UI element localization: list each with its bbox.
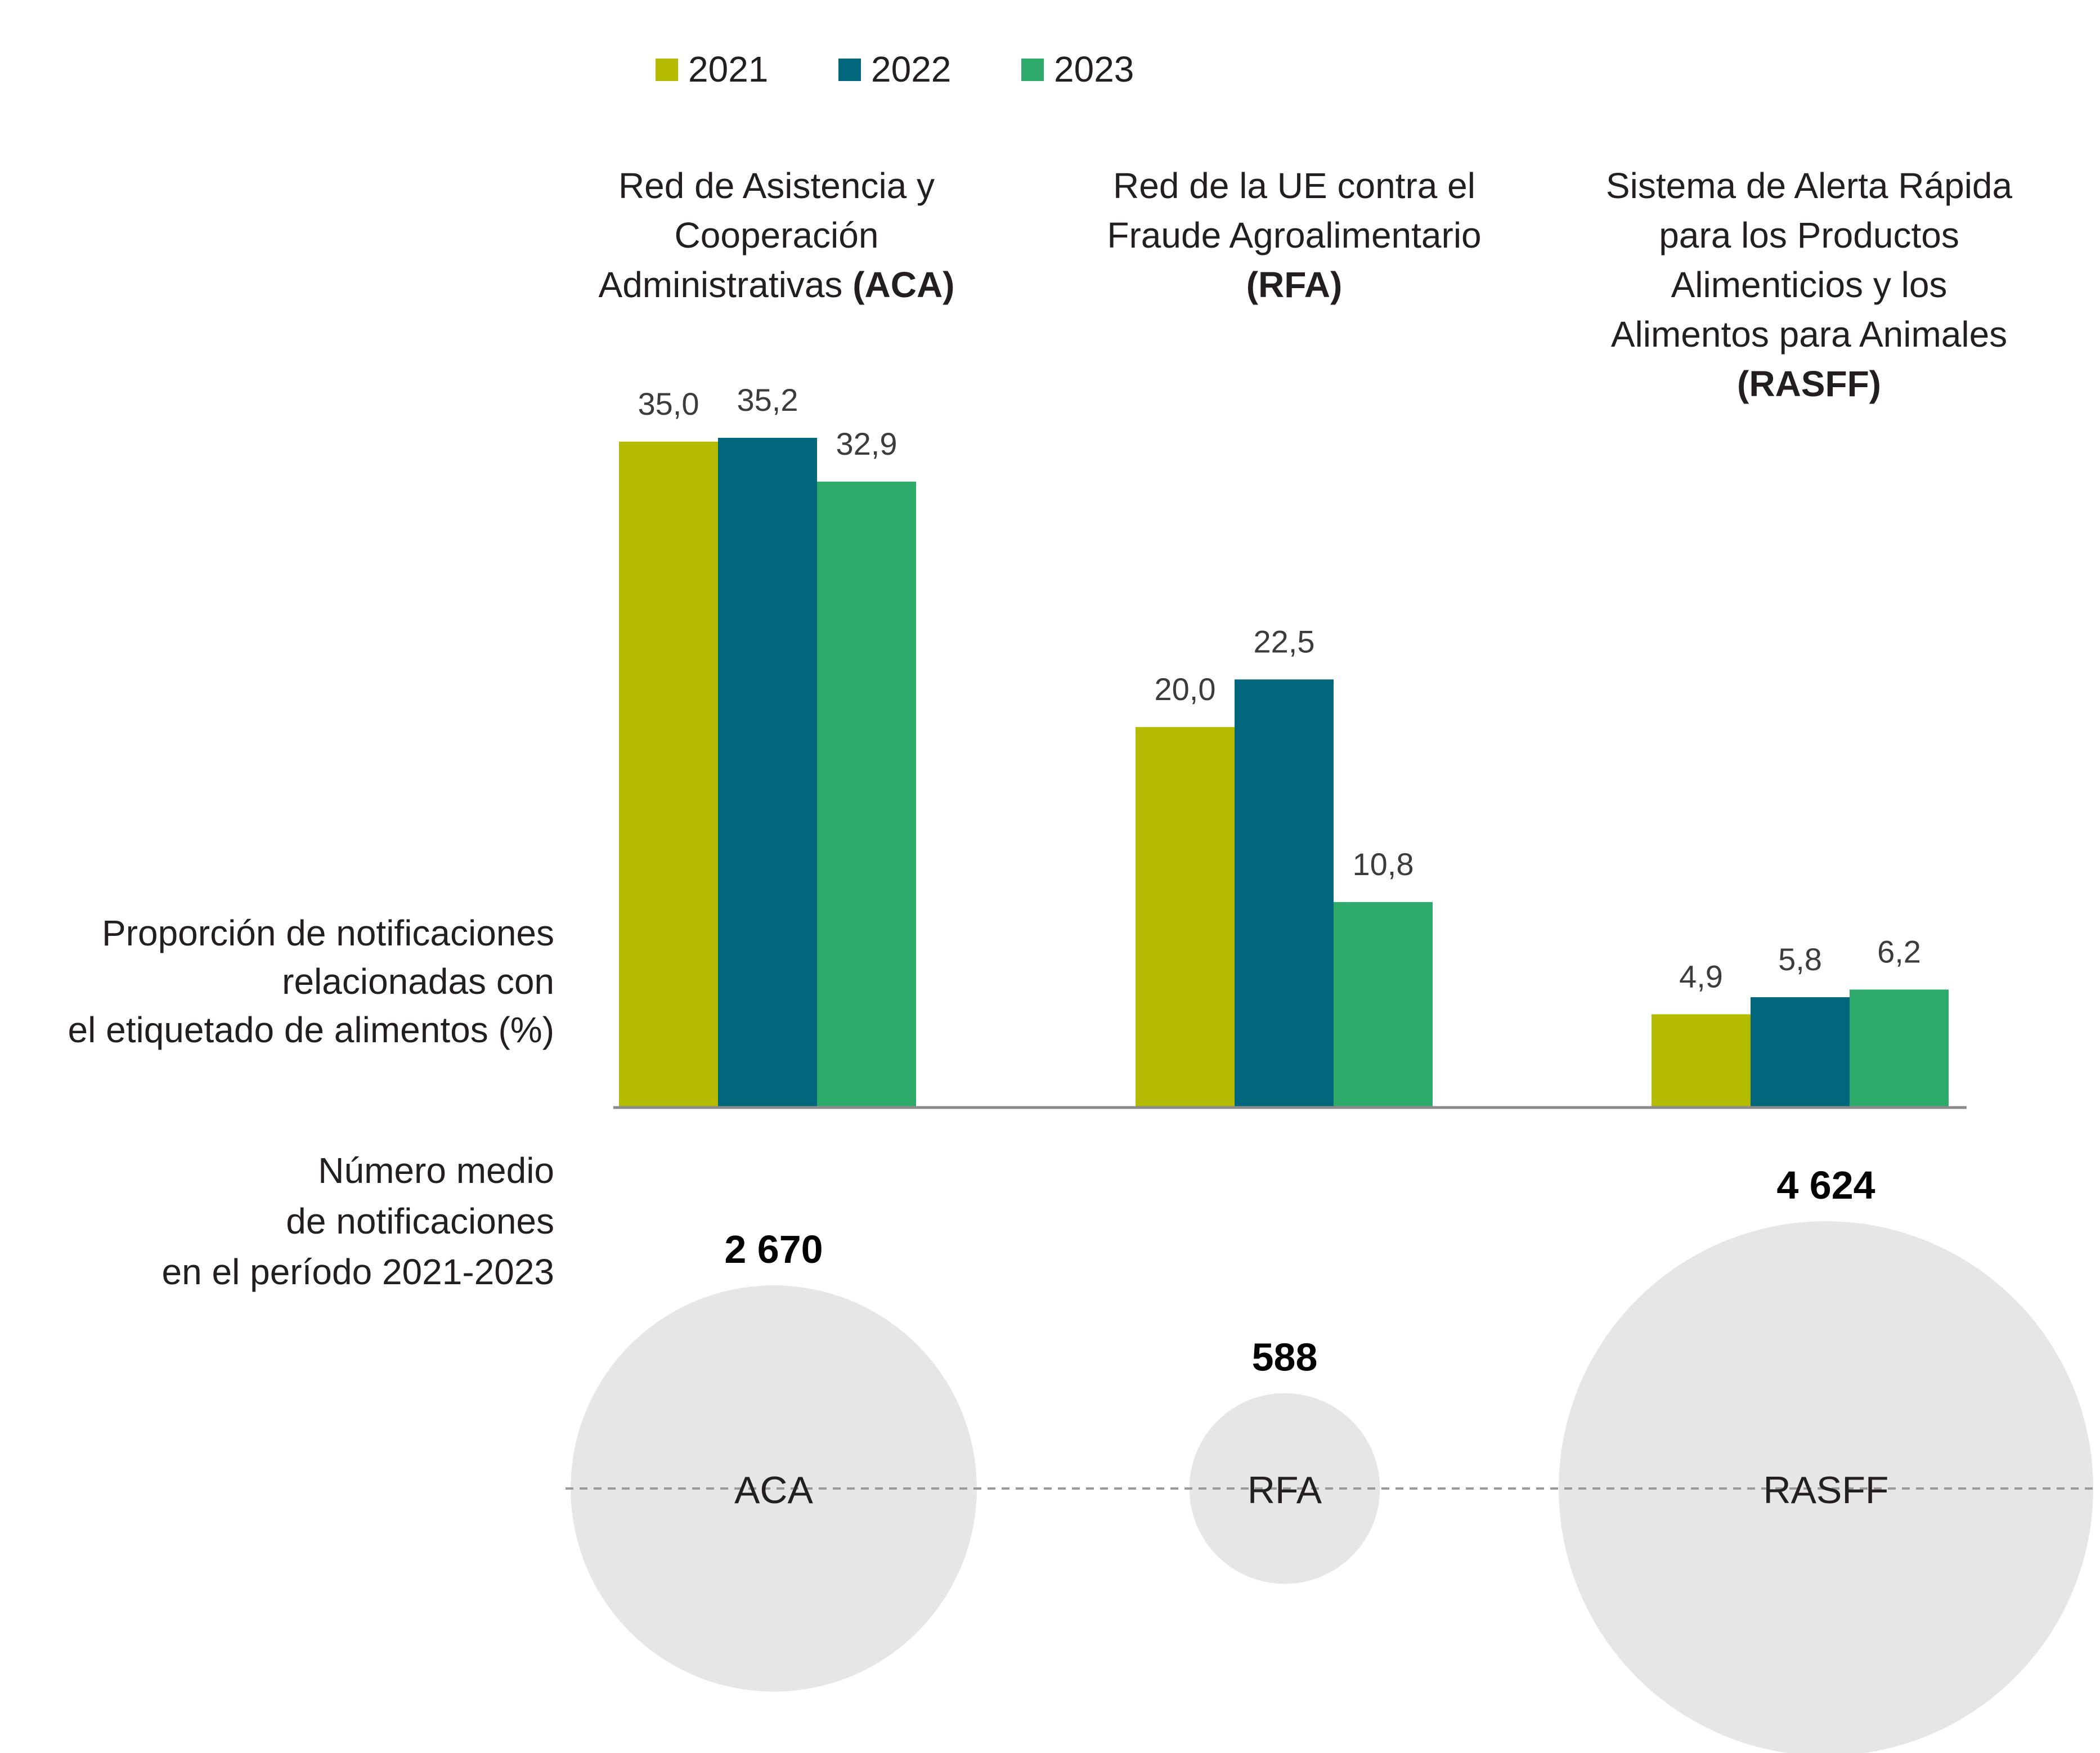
bar-RFA-2023 bbox=[1334, 902, 1433, 1108]
category-acronym: (RFA) bbox=[1246, 264, 1343, 305]
proportion-label-line-1: Proporción de notificaciones bbox=[102, 913, 554, 953]
bar-RASFF-2021 bbox=[1652, 1014, 1751, 1108]
bar-value-label-RFA-2023: 10,8 bbox=[1353, 846, 1414, 882]
category-titles: Red de Asistencia y Cooperación Administra… bbox=[599, 165, 2013, 404]
legend-swatch-2021 bbox=[656, 59, 678, 81]
bar-value-label-ACA-2021: 35,0 bbox=[638, 386, 699, 422]
category-title-RASFF-line-2: para los Productos bbox=[1659, 215, 1959, 255]
bar-value-label-RFA-2021: 20,0 bbox=[1155, 671, 1216, 707]
proportion-label-line-3: el etiquetado de alimentos (%) bbox=[68, 1010, 555, 1050]
category-title-RASFF-line-3: Alimenticios y los bbox=[1671, 264, 1948, 305]
category-title-RASFF-line-1: Sistema de Alerta Rápida bbox=[1606, 165, 2013, 206]
bar-value-label-RASFF-2021: 4,9 bbox=[1679, 958, 1723, 994]
bar-value-label-ACA-2022: 35,2 bbox=[737, 382, 798, 418]
bubble-value-label-RFA: 588 bbox=[1252, 1335, 1318, 1379]
legend-label-2021: 2021 bbox=[688, 49, 768, 89]
bar-RASFF-2023 bbox=[1850, 989, 1949, 1108]
category-title-RASFF-last-line: (RASFF) bbox=[1737, 364, 1881, 404]
category-title-ACA-last-line: Administrativas (ACA) bbox=[599, 264, 955, 305]
bar-value-label-RFA-2022: 22,5 bbox=[1254, 624, 1315, 659]
average-label-line-2: de notificaciones bbox=[286, 1201, 554, 1241]
bar-ACA-2021 bbox=[619, 441, 718, 1108]
bar-value-label-RASFF-2022: 5,8 bbox=[1778, 941, 1822, 977]
bar-RFA-2021 bbox=[1136, 727, 1235, 1108]
category-acronym: (ACA) bbox=[852, 264, 954, 305]
proportion-label-line-2: relacionadas con bbox=[282, 961, 554, 1002]
bubble-plot: ACA 2 670 RFA 588 RASFF 4 624 bbox=[566, 1163, 2096, 1753]
category-title-RFA-last-line: (RFA) bbox=[1246, 264, 1343, 305]
category-title-RFA-line-2: Fraude Agroalimentario bbox=[1107, 215, 1481, 255]
bubble-category-label-RFA: RFA bbox=[1248, 1469, 1322, 1512]
bar-value-label-RASFF-2023: 6,2 bbox=[1877, 934, 1921, 969]
bubble-value-label-RASFF: 4 624 bbox=[1776, 1163, 1875, 1207]
bubble-category-label-RASFF: RASFF bbox=[1764, 1469, 1889, 1512]
category-title-RFA-line-1: Red de la UE contra el bbox=[1113, 165, 1475, 206]
row-labels: Proporción de notificaciones relacionadas… bbox=[68, 913, 555, 1292]
bubble-ACA bbox=[571, 1285, 977, 1692]
bubble-category-label-ACA: ACA bbox=[734, 1469, 813, 1512]
bubble-RASFF bbox=[1559, 1221, 2093, 1753]
bar-plot: 35,0 20,0 4,9 35,2 22,5 5,8 32,9 10,8 6,2 bbox=[613, 382, 1967, 1109]
category-title-ACA-line-2: Cooperación bbox=[675, 215, 879, 255]
category-title-ACA-line-1: Red de Asistencia y bbox=[618, 165, 935, 206]
category-title-text: Administrativas bbox=[599, 264, 853, 305]
category-acronym: (RASFF) bbox=[1737, 364, 1881, 404]
legend-label-2023: 2023 bbox=[1054, 49, 1134, 89]
bar-ACA-2022 bbox=[718, 438, 817, 1108]
legend: 2021 2022 2023 bbox=[656, 49, 1134, 89]
legend-label-2022: 2022 bbox=[871, 49, 951, 89]
category-title-RASFF-line-4: Alimentos para Animales bbox=[1611, 314, 2007, 355]
average-label-line-3: en el período 2021-2023 bbox=[162, 1252, 554, 1292]
legend-swatch-2022 bbox=[838, 59, 861, 81]
bar-value-label-ACA-2023: 32,9 bbox=[836, 426, 898, 461]
bubble-value-label-ACA: 2 670 bbox=[724, 1227, 823, 1271]
bar-ACA-2023 bbox=[817, 481, 916, 1108]
legend-swatch-2023 bbox=[1021, 59, 1044, 81]
average-label-line-1: Número medio bbox=[318, 1150, 554, 1191]
bar-RASFF-2022 bbox=[1751, 997, 1850, 1108]
bar-RFA-2022 bbox=[1235, 679, 1334, 1108]
